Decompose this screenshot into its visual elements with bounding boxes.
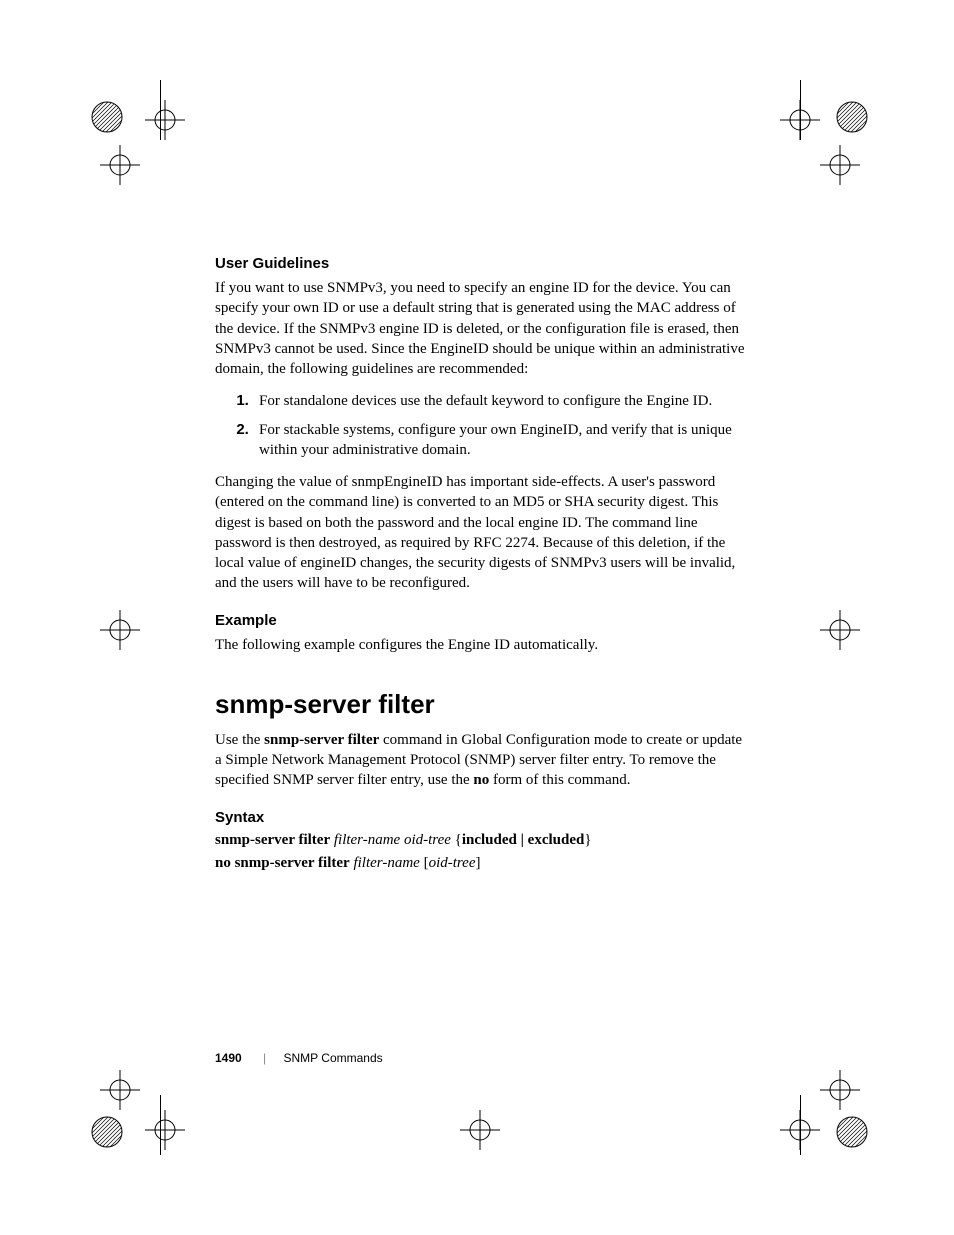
registration-mark-icon xyxy=(820,1070,860,1110)
registration-mark-icon xyxy=(780,100,820,140)
para-example: The following example configures the Eng… xyxy=(215,635,745,655)
registration-mark-icon xyxy=(820,145,860,185)
para-user-guidelines-1: If you want to use SNMPv3, you need to s… xyxy=(215,278,745,379)
command-name: snmp-server filter xyxy=(264,732,379,748)
text-fragment: form of this command. xyxy=(489,772,630,788)
syntax-arg: filter-name xyxy=(353,855,419,871)
footer-separator: | xyxy=(263,1051,266,1065)
syntax-args: filter-name oid-tree xyxy=(334,832,451,848)
registration-mark-icon xyxy=(100,610,140,650)
heading-example: Example xyxy=(215,612,745,629)
hatched-circle-icon xyxy=(835,100,869,134)
heading-user-guidelines: User Guidelines xyxy=(215,255,745,272)
syntax-cmd: snmp-server filter xyxy=(215,832,330,848)
syntax-arg: oid-tree xyxy=(429,855,476,871)
syntax-cmd: no snmp-server filter xyxy=(215,855,350,871)
registration-mark-icon xyxy=(100,1070,140,1110)
page-content: User Guidelines If you want to use SNMPv… xyxy=(215,255,745,878)
page-number: 1490 xyxy=(215,1051,242,1065)
registration-mark-icon xyxy=(820,610,860,650)
syntax-opts: included | excluded xyxy=(462,832,585,848)
hatched-circle-icon xyxy=(90,100,124,134)
keyword-no: no xyxy=(473,772,489,788)
heading-command: snmp-server filter xyxy=(215,689,745,720)
list-item: For stackable systems, configure your ow… xyxy=(253,420,745,461)
registration-mark-icon xyxy=(460,1110,500,1150)
page-footer: 1490 | SNMP Commands xyxy=(215,1051,383,1065)
syntax-line-1: snmp-server filter filter-name oid-tree … xyxy=(215,832,745,849)
para-command-intro: Use the snmp-server filter command in Gl… xyxy=(215,730,745,791)
hatched-circle-icon xyxy=(835,1115,869,1149)
list-item: For standalone devices use the default k… xyxy=(253,391,745,411)
text-fragment: Use the xyxy=(215,732,264,748)
heading-syntax: Syntax xyxy=(215,809,745,826)
para-user-guidelines-2: Changing the value of snmpEngineID has i… xyxy=(215,472,745,594)
registration-mark-icon xyxy=(145,100,185,140)
registration-mark-icon xyxy=(100,145,140,185)
registration-mark-icon xyxy=(780,1110,820,1150)
guidelines-list: For standalone devices use the default k… xyxy=(215,391,745,460)
syntax-line-2: no snmp-server filter filter-name [oid-t… xyxy=(215,855,745,872)
hatched-circle-icon xyxy=(90,1115,124,1149)
footer-section: SNMP Commands xyxy=(284,1051,383,1065)
registration-mark-icon xyxy=(145,1110,185,1150)
